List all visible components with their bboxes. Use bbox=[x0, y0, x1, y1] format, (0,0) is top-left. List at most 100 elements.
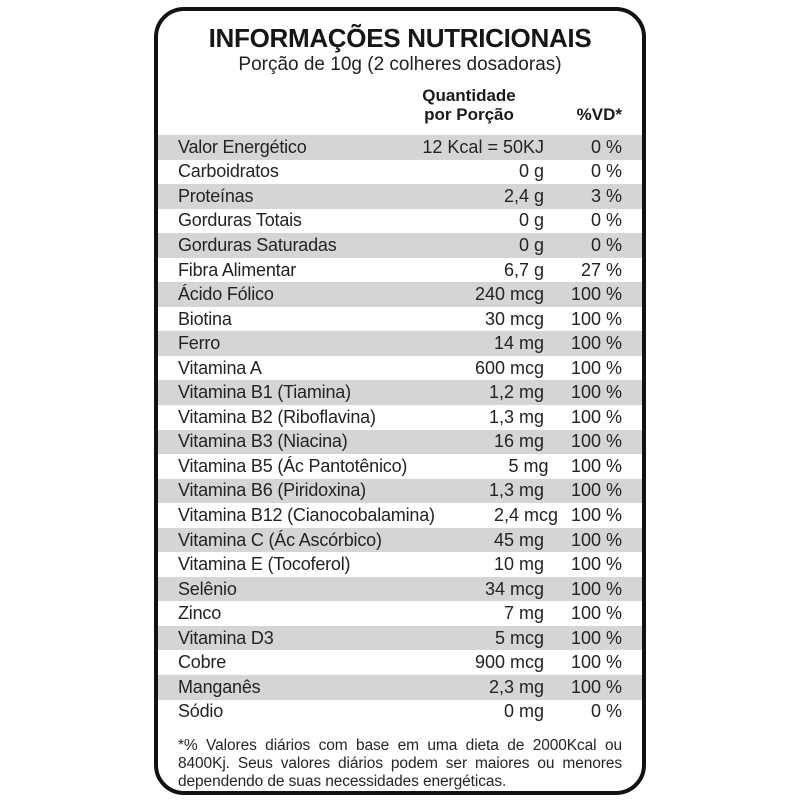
nutrient-daily-value: 100 % bbox=[570, 382, 622, 403]
nutrient-daily-value: 100 % bbox=[570, 455, 622, 476]
nutrient-name: Vitamina C (Ác Ascórbico) bbox=[178, 529, 382, 550]
table-row: Vitamina E (Tocoferol) 10 mg 100 % bbox=[158, 552, 642, 577]
nutrient-daily-value: 0 % bbox=[590, 136, 622, 157]
table-row: Cobre 900 mcg 100 % bbox=[158, 650, 642, 675]
nutrient-daily-value: 100 % bbox=[570, 578, 622, 599]
nutrient-daily-value: 100 % bbox=[570, 529, 622, 550]
nutrient-name: Gorduras Saturadas bbox=[178, 234, 337, 255]
nutrient-name: Biotina bbox=[178, 308, 232, 329]
table-column-headers: Quantidade por Porção %VD* bbox=[158, 86, 642, 135]
nutrient-name: Sódio bbox=[178, 701, 224, 722]
nutrient-quantity: 0 g bbox=[518, 234, 544, 255]
nutrient-quantity: 1,3 mg bbox=[488, 406, 544, 427]
nutrient-name: Vitamina A bbox=[178, 357, 262, 378]
nutrition-label: INFORMAÇÕES NUTRICIONAIS Porção de 10g (… bbox=[154, 7, 646, 795]
label-title: INFORMAÇÕES NUTRICIONAIS bbox=[208, 23, 592, 53]
nutrient-quantity: 5 mg bbox=[508, 455, 549, 476]
nutrient-quantity: 0 g bbox=[518, 161, 544, 182]
nutrient-daily-value: 100 % bbox=[570, 554, 622, 575]
nutrient-quantity: 1,2 mg bbox=[488, 382, 544, 403]
nutrient-quantity: 900 mcg bbox=[474, 652, 544, 673]
nutrient-name: Vitamina B12 (Cianocobalamina) bbox=[178, 504, 435, 525]
nutrient-daily-value: 100 % bbox=[570, 480, 622, 501]
table-row: Vitamina A 600 mcg 100 % bbox=[158, 356, 642, 381]
nutrient-quantity: 2,3 mg bbox=[488, 676, 544, 697]
table-row: Fibra Alimentar 6,7 g 27 % bbox=[158, 258, 642, 283]
table-row: Ácido Fólico 240 mcg 100 % bbox=[158, 282, 642, 307]
table-row: Vitamina B5 (Ác Pantotênico) 5 mg 100 % bbox=[158, 454, 642, 479]
nutrient-daily-value: 100 % bbox=[570, 333, 622, 354]
nutrient-daily-value: 100 % bbox=[570, 308, 622, 329]
table-row: Vitamina B2 (Riboflavina) 1,3 mg 100 % bbox=[158, 405, 642, 430]
nutrient-daily-value: 100 % bbox=[570, 406, 622, 427]
nutrient-name: Fibra Alimentar bbox=[178, 259, 297, 280]
nutrient-daily-value: 0 % bbox=[590, 210, 622, 231]
table-row: Vitamina D3 5 mcg 100 % bbox=[158, 625, 642, 651]
nutrient-daily-value: 100 % bbox=[570, 652, 622, 673]
nutrient-quantity: 600 mcg bbox=[474, 357, 544, 378]
table-row: Zinco 7 mg 100 % bbox=[158, 601, 642, 626]
nutrient-quantity: 12 Kcal = 50KJ bbox=[422, 136, 544, 157]
nutrient-name: Carboidratos bbox=[178, 161, 279, 182]
table-row: Gorduras Saturadas 0 g 0 % bbox=[158, 233, 642, 258]
daily-values-footnote: *% Valores diários com base em uma dieta… bbox=[178, 737, 622, 791]
nutrient-quantity: 5 mcg bbox=[494, 627, 544, 648]
nutrient-daily-value: 100 % bbox=[570, 284, 622, 305]
nutrient-name: Proteínas bbox=[178, 185, 254, 206]
nutrient-daily-value: 27 % bbox=[580, 259, 622, 280]
nutrient-name: Manganês bbox=[178, 676, 261, 697]
nutrient-name: Vitamina D3 bbox=[178, 627, 274, 648]
nutrient-daily-value: 100 % bbox=[570, 676, 622, 697]
nutrient-quantity: 14 mg bbox=[493, 333, 544, 354]
nutrient-daily-value: 0 % bbox=[590, 701, 622, 722]
nutrient-name: Gorduras Totais bbox=[178, 210, 302, 231]
table-row: Vitamina B12 (Cianocobalamina) 2,4 mcg 100… bbox=[158, 503, 642, 528]
nutrient-quantity: 30 mcg bbox=[484, 308, 544, 329]
nutrient-name: Zinco bbox=[178, 603, 222, 624]
nutrient-name: Vitamina B5 (Ác Pantotênico) bbox=[178, 455, 408, 476]
table-row: Vitamina C (Ác Ascórbico) 45 mg 100 % bbox=[158, 527, 642, 553]
nutrient-name: Vitamina E (Tocoferol) bbox=[178, 554, 351, 575]
nutrient-quantity: 16 mg bbox=[493, 431, 544, 452]
serving-size: Porção de 10g (2 colheres dosadoras) bbox=[238, 54, 562, 75]
nutrient-name: Vitamina B3 (Niacina) bbox=[178, 431, 348, 452]
nutrient-daily-value: 0 % bbox=[590, 161, 622, 182]
table-row: Vitamina B6 (Piridoxina) 1,3 mg 100 % bbox=[158, 478, 642, 504]
nutrient-daily-value: 0 % bbox=[590, 234, 622, 255]
nutrient-daily-value: 100 % bbox=[570, 603, 622, 624]
nutrient-quantity: 2,4 g bbox=[503, 185, 544, 206]
table-row: Sódio 0 mg 0 % bbox=[158, 700, 642, 725]
nutrient-name: Ácido Fólico bbox=[178, 284, 274, 305]
nutrient-name: Valor Energético bbox=[178, 136, 307, 157]
nutrient-quantity: 2,4 mcg bbox=[493, 504, 558, 525]
nutrient-daily-value: 100 % bbox=[570, 357, 622, 378]
table-row: Manganês 2,3 mg 100 % bbox=[158, 675, 642, 700]
nutrient-daily-value: 100 % bbox=[570, 627, 622, 648]
column-header-quantity-per-serving: Quantidade por Porção bbox=[422, 86, 516, 124]
nutrient-quantity: 45 mg bbox=[493, 529, 544, 550]
nutrient-quantity: 6,7 g bbox=[503, 259, 544, 280]
nutrient-table: Valor Energético 12 Kcal = 50KJ 0 % Carboid… bbox=[158, 135, 642, 724]
table-row: Gorduras Totais 0 g 0 % bbox=[158, 209, 642, 234]
table-row: Valor Energético 12 Kcal = 50KJ 0 % bbox=[158, 135, 642, 160]
nutrient-name: Vitamina B2 (Riboflavina) bbox=[178, 406, 376, 427]
nutrient-quantity: 240 mcg bbox=[474, 284, 544, 305]
nutrient-daily-value: 3 % bbox=[590, 185, 622, 206]
table-row: Proteínas 2,4 g 3 % bbox=[158, 184, 642, 209]
table-row: Vitamina B1 (Tiamina) 1,2 mg 100 % bbox=[158, 380, 642, 406]
nutrient-name: Vitamina B1 (Tiamina) bbox=[178, 382, 351, 403]
table-row: Vitamina B3 (Niacina) 16 mg 100 % bbox=[158, 429, 642, 455]
nutrient-name: Ferro bbox=[178, 333, 221, 354]
table-row: Biotina 30 mcg 100 % bbox=[158, 307, 642, 332]
table-row: Carboidratos 0 g 0 % bbox=[158, 160, 642, 185]
nutrient-quantity: 34 mcg bbox=[484, 578, 544, 599]
nutrient-daily-value: 100 % bbox=[570, 431, 622, 452]
nutrient-quantity: 10 mg bbox=[493, 554, 544, 575]
nutrient-quantity: 1,3 mg bbox=[488, 480, 544, 501]
table-row: Ferro 14 mg 100 % bbox=[158, 331, 642, 356]
nutrient-quantity: 0 mg bbox=[503, 701, 544, 722]
table-row: Selênio 34 mcg 100 % bbox=[158, 576, 642, 602]
nutrient-name: Vitamina B6 (Piridoxina) bbox=[178, 480, 366, 501]
nutrient-quantity: 0 g bbox=[518, 210, 544, 231]
